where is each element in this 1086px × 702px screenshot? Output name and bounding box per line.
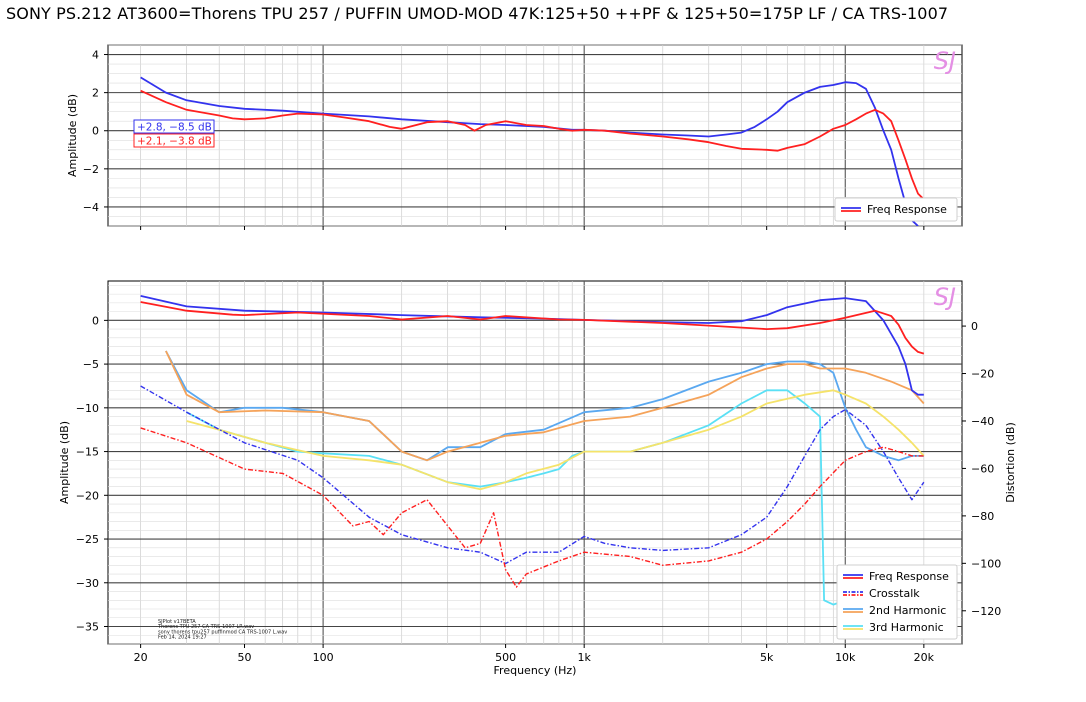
- x-tick-label: 20: [134, 651, 148, 664]
- series-freq-response-line: [140, 76, 919, 226]
- y-tick-label: −35: [76, 621, 99, 634]
- legend-box: [834, 197, 958, 222]
- x-tick-label: 100: [313, 651, 334, 664]
- y-tick-label: −2: [83, 163, 99, 176]
- y-tick-label: 0: [92, 314, 99, 327]
- y-tick-label: −5: [83, 358, 99, 371]
- y2-tick-label: −40: [971, 415, 994, 428]
- y-axis-label: Amplitude (dB): [58, 421, 71, 504]
- series-freq-response-line: [140, 301, 925, 355]
- series-3rd-harmonic-line: [186, 389, 925, 491]
- footnote-line: sony thorens tpu257 puffinmod CA TRS-100…: [158, 629, 287, 635]
- y2-tick-label: −20: [971, 368, 994, 381]
- y2-tick-label: 0: [971, 320, 978, 333]
- y-tick-label: −15: [76, 446, 99, 459]
- legend-label: Freq Response: [867, 203, 947, 216]
- y-tick-label: −25: [76, 533, 99, 546]
- y2-axis-label: Distortion (dB): [1004, 422, 1017, 503]
- plot-frame: [107, 44, 963, 227]
- y2-tick-label: −80: [971, 510, 994, 523]
- x-tick-label: 10k: [835, 651, 856, 664]
- footnote-line: SJPlot v17BETA: [158, 619, 196, 625]
- chart-panel-2: 0 −5 −10 −15 −20 −25 −30 −35 Amplitude (dB) 20 50 1…: [58, 280, 1017, 677]
- series-2nd-harmonic-line: [165, 350, 925, 462]
- y-tick-label: −10: [76, 402, 99, 415]
- series-freq-response-line: [140, 295, 924, 396]
- chart-title: SONY PS.212 AT3600=Thorens TPU 257 / PUF…: [6, 4, 949, 23]
- x-tick-label: 20k: [914, 651, 935, 664]
- legend-box: [836, 564, 958, 640]
- y-axis-label: Amplitude (dB): [66, 94, 79, 177]
- series-group: [140, 295, 925, 606]
- x-tick-label: 5k: [760, 651, 774, 664]
- legend-label: Crosstalk: [869, 587, 920, 600]
- y2-tick-label: −120: [971, 605, 1001, 618]
- plot-frame: [107, 280, 963, 645]
- footnote-line: Feb 14, 2024 19:27: [158, 635, 207, 641]
- x-tick-label: 50: [238, 651, 252, 664]
- series-crosstalk-line: [140, 385, 925, 565]
- sj-logo: SJ: [934, 47, 956, 75]
- y2-tick-label: −100: [971, 557, 1001, 570]
- x-tick-label: 1k: [577, 651, 591, 664]
- legend-label: 3rd Harmonic: [869, 621, 944, 634]
- legend-label: Freq Response: [869, 570, 949, 583]
- series-group: [140, 76, 925, 226]
- footnote-line: Thorens TPU 257 CA TRS-1007 LR.wav: [157, 624, 254, 630]
- annotation-box: [133, 119, 215, 134]
- annotation-label: +2.1, −3.8 dB: [137, 136, 212, 148]
- annotation-label: +2.8, −8.5 dB: [137, 122, 212, 134]
- series-freq-response-line: [140, 89, 925, 200]
- annotation-box: [133, 133, 215, 148]
- y-tick-label: −4: [83, 201, 99, 214]
- y-tick-label: 0: [92, 125, 99, 138]
- x-tick-label: 500: [495, 651, 516, 664]
- y-tick-label: −20: [76, 489, 99, 502]
- y-tick-label: 4: [92, 49, 99, 62]
- y2-tick-label: −60: [971, 462, 994, 475]
- chart-panel-1: 4 2 0 −2 −4 Amplitude (dB) SJ +2.8, −8.5 dB +2.1…: [66, 44, 963, 230]
- sj-logo: SJ: [934, 283, 956, 311]
- y-tick-label: 2: [92, 87, 99, 100]
- legend-label: 2nd Harmonic: [869, 604, 946, 617]
- y-tick-label: −30: [76, 577, 99, 590]
- x-axis-label: Frequency (Hz): [494, 664, 577, 677]
- series-crosstalk-line: [140, 427, 924, 588]
